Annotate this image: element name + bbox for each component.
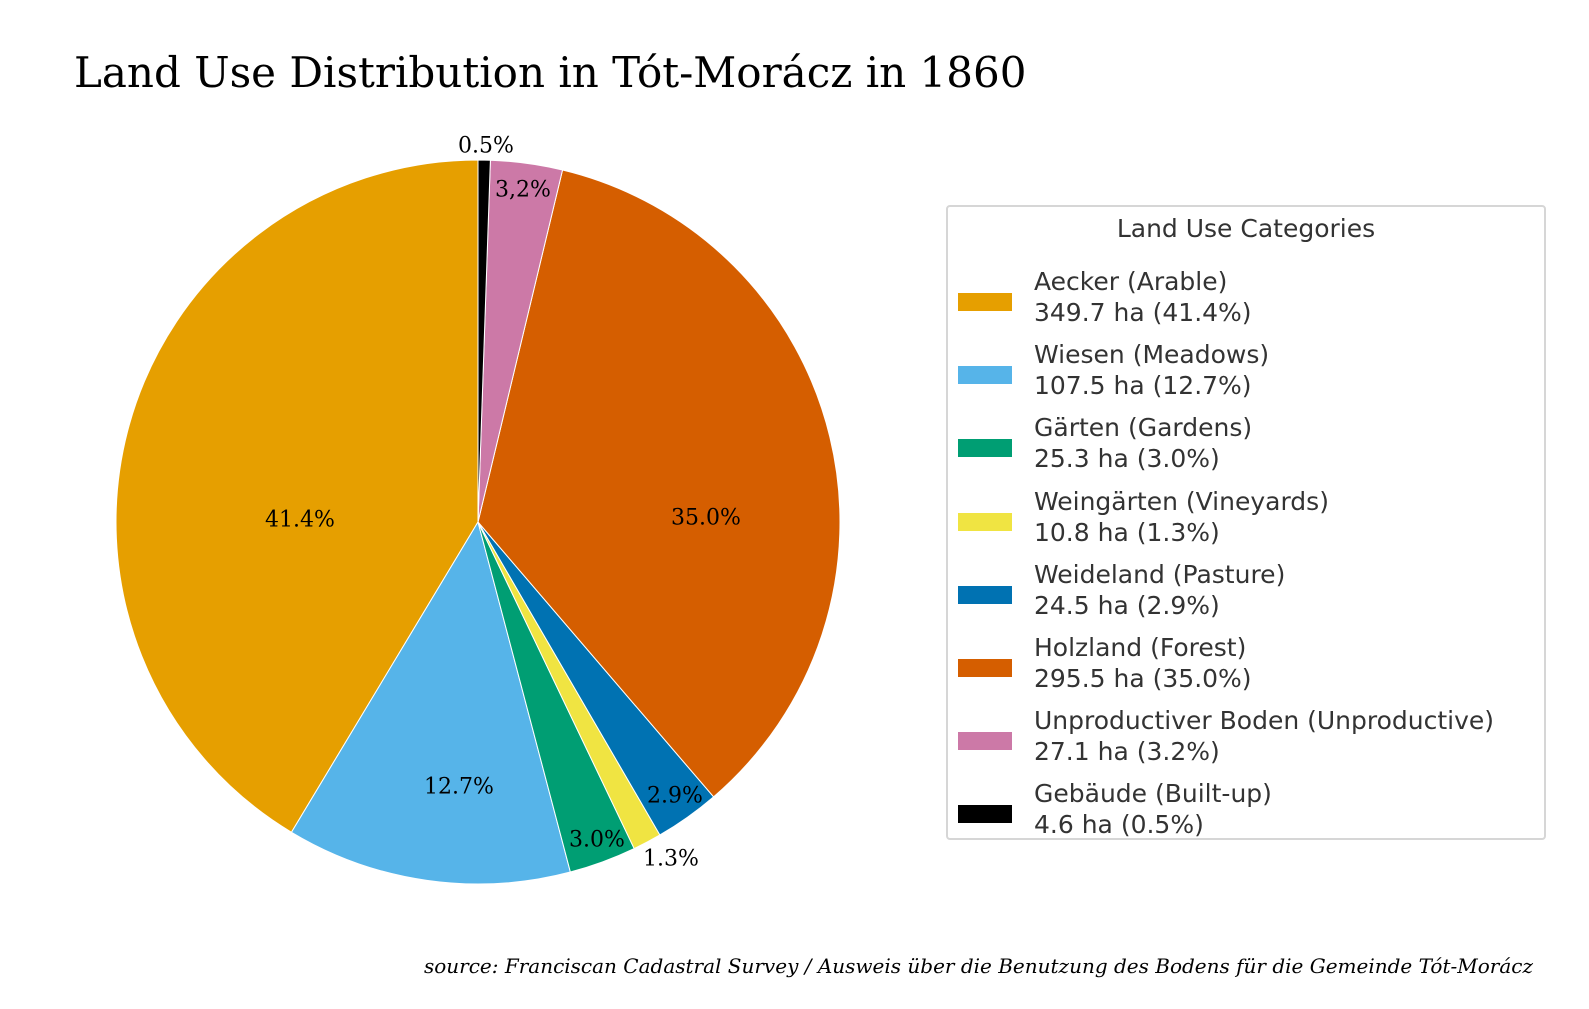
legend: Land Use Categories Aecker (Arable) 349.7…	[946, 205, 1546, 840]
legend-label: Weideland (Pasture)	[1034, 559, 1286, 589]
slice-percent-label: 35.0%	[671, 506, 741, 531]
legend-label: Wiesen (Meadows)	[1034, 340, 1270, 370]
chart-title: Land Use Distribution in Tót-Morácz in 1…	[74, 48, 1027, 97]
legend-text: Weideland (Pasture) 24.5 ha (2.9%)	[1034, 559, 1285, 621]
slice-percent-label: 2.9%	[647, 784, 703, 809]
legend-value: 349.7 ha (41.4%)	[1034, 298, 1252, 327]
legend-label: Aecker (Arable)	[1034, 267, 1228, 296]
slice-percent-label: 12.7%	[424, 775, 494, 800]
legend-text: Holzland (Forest) 295.5 ha (35.0%)	[1034, 632, 1252, 694]
legend-label: Gebäude (Built-up)	[1034, 779, 1272, 809]
legend-swatch	[958, 293, 1012, 311]
legend-swatch	[958, 366, 1012, 385]
legend-swatch	[958, 512, 1012, 531]
legend-value: 27.1 ha (3.2%)	[1034, 737, 1220, 767]
source-note: source: Franciscan Cadastral Survey / Au…	[423, 954, 1533, 978]
pie-slice	[290, 520, 571, 885]
legend-label: Unproductiver Boden (Unproductive)	[1034, 706, 1495, 736]
legend-value: 4.6 ha (0.5%)	[1034, 810, 1204, 840]
slice-percent-label: 1.3%	[643, 847, 699, 872]
legend-value: 295.5 ha (35.0%)	[1034, 664, 1252, 693]
legend-label: Gärten (Gardens)	[1034, 413, 1253, 443]
legend-label: Holzland (Forest)	[1034, 633, 1247, 662]
slice-percent-label: 0.5%	[458, 134, 514, 159]
legend-value: 25.3 ha (3.0%)	[1034, 444, 1220, 474]
legend-swatch	[958, 659, 1012, 677]
slice-percent-label: 3.0%	[569, 828, 625, 853]
legend-text: Weingärten (Vineyards) 10.8 ha (1.3%)	[1034, 486, 1329, 548]
legend-swatch	[958, 805, 1012, 824]
legend-value: 107.5 ha (12.7%)	[1034, 371, 1252, 401]
slice-percent-label: 41.4%	[265, 508, 335, 533]
pie-slice	[477, 169, 841, 798]
pie-slice	[477, 159, 491, 523]
legend-title: Land Use Categories	[1116, 214, 1376, 243]
legend-text: Aecker (Arable) 349.7 ha (41.4%)	[1034, 266, 1252, 328]
legend-text: Gebäude (Built-up) 4.6 ha (0.5%)	[1034, 778, 1272, 840]
legend-value: 24.5 ha (2.9%)	[1034, 590, 1220, 620]
legend-text: Wiesen (Meadows) 107.5 ha (12.7%)	[1034, 339, 1269, 401]
legend-swatch	[958, 439, 1012, 458]
legend-swatch	[958, 585, 1012, 604]
pie-slice	[115, 159, 479, 833]
legend-text: Gärten (Gardens) 25.3 ha (3.0%)	[1034, 412, 1252, 474]
slice-percent-label: 3,2%	[495, 178, 551, 203]
pie-chart: 41.4% 12.7% 3.0% 1.3% 2.9% 35.0% 3,2% 0.5%	[115, 134, 841, 885]
legend-swatch	[958, 732, 1012, 751]
legend-label: Weingärten (Vineyards)	[1034, 486, 1329, 516]
legend-value: 10.8 ha (1.3%)	[1034, 517, 1220, 547]
legend-text: Unproductiver Boden (Unproductive) 27.1 h…	[1034, 705, 1494, 767]
